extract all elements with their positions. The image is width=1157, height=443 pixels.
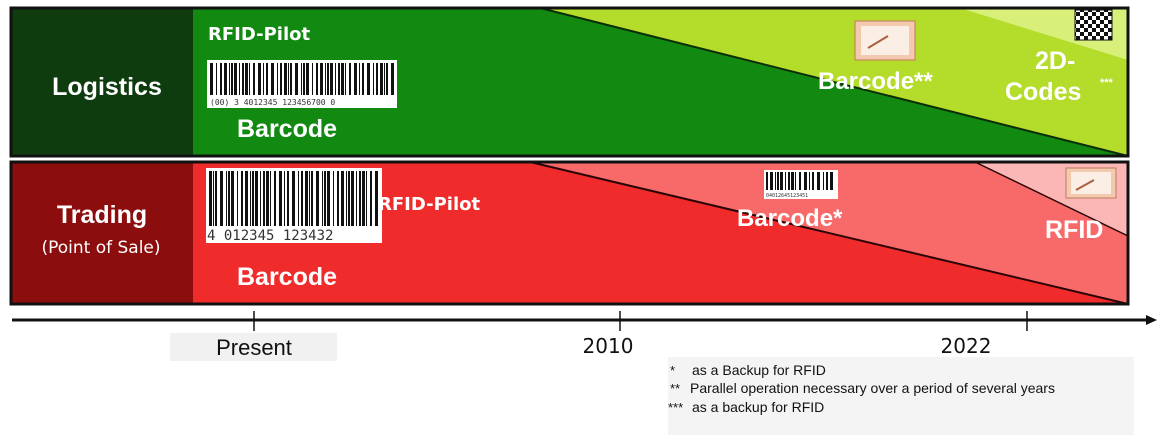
- logistics-2d-codes-label-line2: Codes: [1005, 78, 1081, 106]
- footnote-2-text: Parallel operation necessary over a peri…: [690, 380, 1055, 396]
- timeline-arrow-head: [1146, 315, 1157, 325]
- logistics-barcode-image: (00) 3 4012345 123456700 0: [207, 60, 397, 108]
- tick-label-present: Present: [216, 335, 292, 360]
- trading-future-barcode-digits: 04012645123451: [766, 193, 808, 199]
- logistics-rfid-tag-icon: [854, 20, 916, 61]
- trading-future-barcode-bars: [766, 172, 833, 190]
- logistics-label-panel: [11, 8, 193, 156]
- trading-rfid-transition-line: [974, 161, 1129, 237]
- trading-label-panel: [11, 162, 193, 304]
- footnote-1-mark: *: [670, 363, 675, 378]
- logistics-row-border: [9, 6, 1130, 158]
- trading-rfid-label: RFID: [1045, 216, 1103, 244]
- trading-transition-line: [529, 161, 1129, 305]
- trading-rfid-pilot-label: RFID-Pilot: [378, 194, 480, 215]
- footnotes: * as a Backup for RFID ** Parallel opera…: [668, 357, 1134, 435]
- timeline: Present 2010 2022: [12, 311, 1157, 361]
- logistics-2d-codes-label-line1: 2D-: [1035, 47, 1075, 75]
- logistics-barcode-bars: [210, 63, 394, 95]
- logistics-barcode-label: Barcode: [237, 115, 337, 143]
- logistics-row: Logistics RFID-Pilot (00) 3 4012345 1234…: [9, 6, 1130, 158]
- present-label-bg: [170, 333, 337, 361]
- trading-row-label-line1: Trading: [57, 201, 147, 229]
- trading-barcode-bars: [209, 171, 378, 226]
- logistics-barcode-digits: (00) 3 4012345 123456700 0: [210, 98, 335, 107]
- logistics-row-label: Logistics: [52, 73, 162, 101]
- logistics-rfid-pilot-label: RFID-Pilot: [208, 24, 310, 45]
- trading-future-barcode-image: 04012645123451: [764, 170, 838, 199]
- trading-row-border: [9, 160, 1130, 306]
- footnote-2-mark: **: [670, 381, 680, 396]
- tick-label-2022: 2022: [941, 334, 992, 358]
- trading-barcode-image: 4 012345 123432: [206, 168, 382, 244]
- trading-rfid-tag-icon: [1065, 167, 1117, 199]
- qr-code-icon: [1074, 9, 1113, 41]
- footnotes-bg: [668, 357, 1134, 435]
- logistics-transition-line: [539, 7, 1129, 157]
- trading-barcode-digits: 4 012345 123432: [207, 228, 333, 244]
- trading-future-barcode-label: Barcode*: [737, 205, 843, 232]
- footnote-1-text: as a Backup for RFID: [692, 362, 826, 378]
- trading-barcode-label: Barcode: [237, 263, 337, 291]
- footnote-3-mark: ***: [668, 400, 683, 415]
- trading-row: Trading (Point of Sale) 4 012345 123432 …: [9, 160, 1130, 306]
- logistics-future-barcode-label: Barcode**: [818, 68, 933, 95]
- logistics-2d-codes-mark: ***: [1100, 77, 1114, 89]
- trading-row-label-line2: (Point of Sale): [41, 238, 160, 258]
- footnote-3-text: as a backup for RFID: [692, 399, 824, 415]
- tick-label-2010: 2010: [583, 334, 634, 358]
